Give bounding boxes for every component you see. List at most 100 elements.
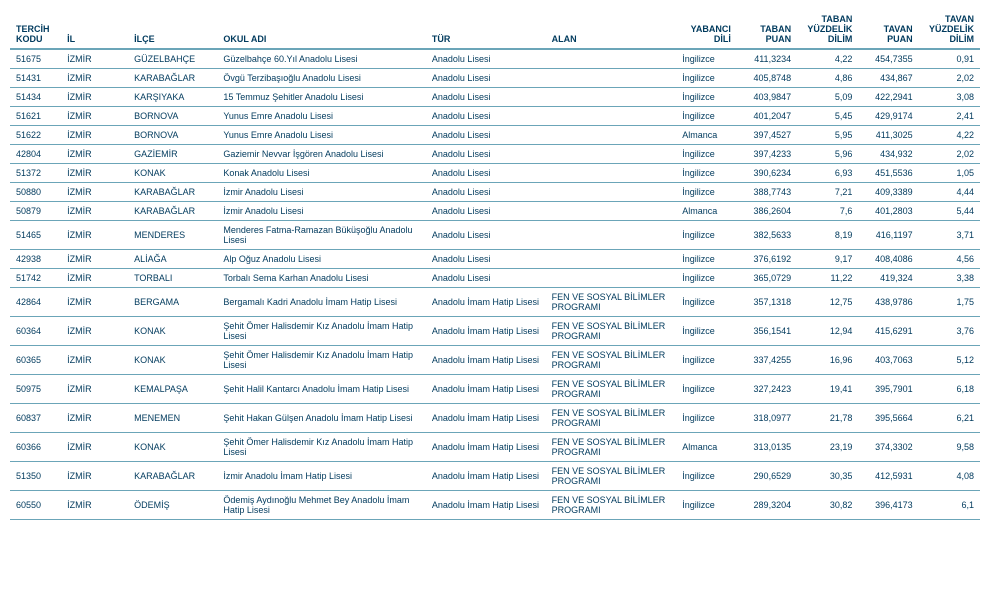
- cell-taban: 290,6529: [737, 462, 797, 491]
- col-okul: OKUL ADI: [217, 10, 426, 49]
- cell-alan: [546, 269, 677, 288]
- cell-tabanyd: 12,75: [797, 288, 858, 317]
- cell-tavan: 409,3389: [858, 183, 918, 202]
- table-row: 42804İZMİRGAZİEMİRGaziemir Nevvar İşgöre…: [10, 145, 980, 164]
- cell-tavanyd: 1,75: [919, 288, 980, 317]
- cell-okul: Ödemiş Aydınoğlu Mehmet Bey Anadolu İmam…: [217, 491, 426, 520]
- cell-tabanyd: 8,19: [797, 221, 858, 250]
- col-tur: TÜR: [426, 10, 546, 49]
- cell-tavan: 438,9786: [858, 288, 918, 317]
- cell-tercih: 51675: [10, 49, 61, 69]
- cell-alan: FEN VE SOSYAL BİLİMLER PROGRAMI: [546, 317, 677, 346]
- cell-taban: 382,5633: [737, 221, 797, 250]
- cell-dil: İngilizce: [676, 107, 737, 126]
- cell-tavanyd: 3,08: [919, 88, 980, 107]
- cell-tavanyd: 6,1: [919, 491, 980, 520]
- cell-tavanyd: 3,71: [919, 221, 980, 250]
- cell-il: İZMİR: [61, 164, 128, 183]
- cell-alan: FEN VE SOSYAL BİLİMLER PROGRAMI: [546, 491, 677, 520]
- cell-ilce: KARABAĞLAR: [128, 462, 217, 491]
- cell-tavanyd: 4,56: [919, 250, 980, 269]
- cell-tabanyd: 30,35: [797, 462, 858, 491]
- cell-tavan: 454,7355: [858, 49, 918, 69]
- cell-tavanyd: 6,21: [919, 404, 980, 433]
- cell-okul: Güzelbahçe 60.Yıl Anadolu Lisesi: [217, 49, 426, 69]
- cell-dil: İngilizce: [676, 49, 737, 69]
- cell-tabanyd: 4,86: [797, 69, 858, 88]
- cell-alan: [546, 126, 677, 145]
- table-row: 60837İZMİRMENEMENŞehit Hakan Gülşen Anad…: [10, 404, 980, 433]
- cell-tercih: 50880: [10, 183, 61, 202]
- cell-taban: 403,9847: [737, 88, 797, 107]
- cell-il: İZMİR: [61, 269, 128, 288]
- cell-tur: Anadolu Lisesi: [426, 221, 546, 250]
- cell-tavanyd: 2,02: [919, 69, 980, 88]
- cell-okul: Menderes Fatma-Ramazan Büküşoğlu Anadolu…: [217, 221, 426, 250]
- cell-tabanyd: 11,22: [797, 269, 858, 288]
- cell-okul: Bergamalı Kadri Anadolu İmam Hatip Lises…: [217, 288, 426, 317]
- table-row: 42864İZMİRBERGAMABergamalı Kadri Anadolu…: [10, 288, 980, 317]
- cell-dil: Almanca: [676, 126, 737, 145]
- cell-tercih: 51622: [10, 126, 61, 145]
- cell-tabanyd: 5,95: [797, 126, 858, 145]
- cell-tur: Anadolu Lisesi: [426, 145, 546, 164]
- cell-taban: 357,1318: [737, 288, 797, 317]
- cell-dil: İngilizce: [676, 288, 737, 317]
- cell-tur: Anadolu Lisesi: [426, 202, 546, 221]
- col-ilce: İLÇE: [128, 10, 217, 49]
- cell-tercih: 51372: [10, 164, 61, 183]
- table-row: 51621İZMİRBORNOVAYunus Emre Anadolu Lise…: [10, 107, 980, 126]
- cell-il: İZMİR: [61, 202, 128, 221]
- cell-alan: [546, 88, 677, 107]
- cell-alan: [546, 164, 677, 183]
- cell-alan: FEN VE SOSYAL BİLİMLER PROGRAMI: [546, 404, 677, 433]
- cell-il: İZMİR: [61, 221, 128, 250]
- cell-tavan: 412,5931: [858, 462, 918, 491]
- cell-dil: İngilizce: [676, 269, 737, 288]
- cell-ilce: BERGAMA: [128, 288, 217, 317]
- table-row: 60365İZMİRKONAKŞehit Ömer Halisdemir Kız…: [10, 346, 980, 375]
- table-row: 51434İZMİRKARŞIYAKA15 Temmuz Şehitler An…: [10, 88, 980, 107]
- cell-dil: İngilizce: [676, 491, 737, 520]
- cell-tercih: 50975: [10, 375, 61, 404]
- cell-il: İZMİR: [61, 491, 128, 520]
- cell-dil: İngilizce: [676, 375, 737, 404]
- cell-tercih: 51465: [10, 221, 61, 250]
- cell-dil: İngilizce: [676, 462, 737, 491]
- cell-ilce: KARABAĞLAR: [128, 183, 217, 202]
- cell-ilce: KONAK: [128, 346, 217, 375]
- cell-okul: Şehit Ömer Halisdemir Kız Anadolu İmam H…: [217, 317, 426, 346]
- cell-tur: Anadolu Lisesi: [426, 269, 546, 288]
- cell-tercih: 42804: [10, 145, 61, 164]
- cell-tavan: 401,2803: [858, 202, 918, 221]
- cell-taban: 356,1541: [737, 317, 797, 346]
- cell-il: İZMİR: [61, 88, 128, 107]
- cell-dil: İngilizce: [676, 221, 737, 250]
- cell-dil: İngilizce: [676, 346, 737, 375]
- cell-okul: İzmir Anadolu İmam Hatip Lisesi: [217, 462, 426, 491]
- table-row: 50879İZMİRKARABAĞLARİzmir Anadolu Lisesi…: [10, 202, 980, 221]
- table-row: 51350İZMİRKARABAĞLARİzmir Anadolu İmam H…: [10, 462, 980, 491]
- cell-tabanyd: 7,6: [797, 202, 858, 221]
- cell-il: İZMİR: [61, 317, 128, 346]
- cell-tavan: 408,4086: [858, 250, 918, 269]
- cell-ilce: GAZİEMİR: [128, 145, 217, 164]
- cell-taban: 313,0135: [737, 433, 797, 462]
- cell-alan: [546, 183, 677, 202]
- cell-ilce: KONAK: [128, 164, 217, 183]
- cell-tavan: 403,7063: [858, 346, 918, 375]
- cell-il: İZMİR: [61, 69, 128, 88]
- cell-tabanyd: 30,82: [797, 491, 858, 520]
- cell-alan: FEN VE SOSYAL BİLİMLER PROGRAMI: [546, 462, 677, 491]
- cell-dil: Almanca: [676, 202, 737, 221]
- cell-alan: [546, 221, 677, 250]
- cell-tabanyd: 7,21: [797, 183, 858, 202]
- cell-taban: 327,2423: [737, 375, 797, 404]
- cell-alan: [546, 145, 677, 164]
- cell-tavanyd: 4,08: [919, 462, 980, 491]
- cell-tercih: 51742: [10, 269, 61, 288]
- cell-il: İZMİR: [61, 107, 128, 126]
- cell-il: İZMİR: [61, 288, 128, 317]
- cell-tercih: 51434: [10, 88, 61, 107]
- cell-taban: 390,6234: [737, 164, 797, 183]
